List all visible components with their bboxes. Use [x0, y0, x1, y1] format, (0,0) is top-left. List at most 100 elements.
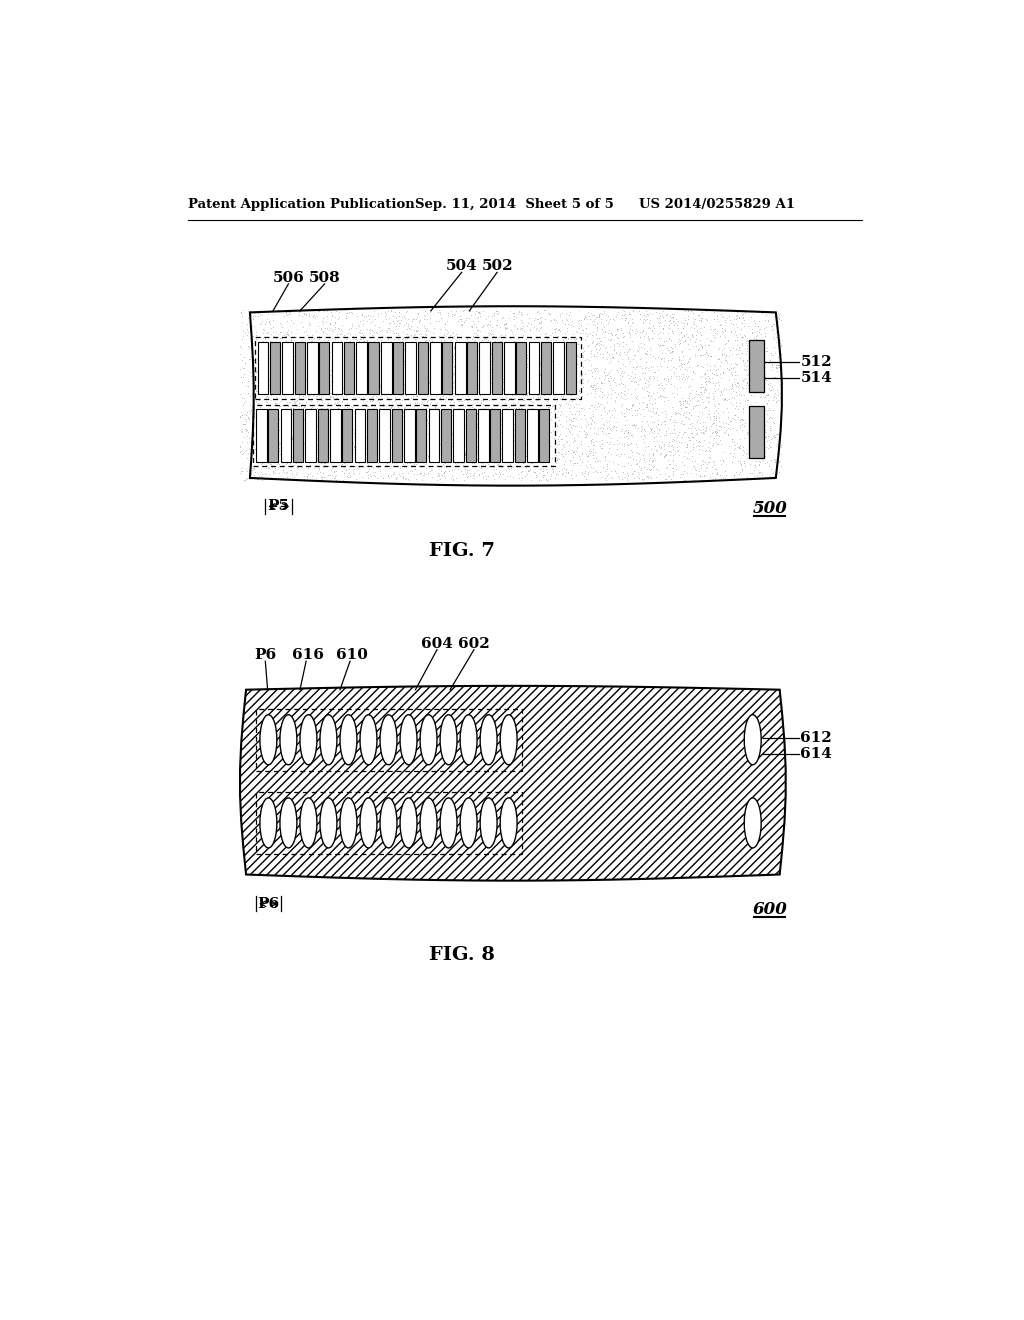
Point [642, 341, 658, 362]
Point [596, 360, 612, 381]
Point [462, 300, 478, 321]
Point [512, 318, 528, 339]
Point [639, 343, 655, 364]
Point [642, 400, 658, 421]
Point [545, 395, 561, 416]
Point [265, 321, 282, 342]
Point [343, 301, 359, 322]
Point [308, 438, 325, 459]
Point [394, 375, 411, 396]
Point [451, 426, 467, 447]
Point [692, 465, 709, 486]
Point [554, 438, 570, 459]
Point [595, 347, 611, 368]
Point [516, 333, 532, 354]
Point [698, 310, 715, 331]
Point [340, 374, 356, 395]
Point [333, 420, 349, 441]
Point [588, 459, 604, 480]
Point [689, 355, 706, 376]
Point [623, 366, 639, 387]
Point [314, 308, 331, 329]
Point [461, 380, 477, 401]
Point [418, 457, 434, 478]
Point [518, 433, 535, 454]
Point [444, 327, 461, 348]
Point [729, 384, 745, 405]
Point [466, 422, 482, 444]
Point [754, 447, 770, 469]
Point [386, 438, 402, 459]
Point [506, 418, 522, 440]
Point [594, 387, 610, 408]
Point [497, 414, 513, 436]
Point [260, 420, 276, 441]
Point [721, 360, 737, 381]
Point [613, 421, 630, 442]
Point [265, 309, 282, 330]
Point [490, 438, 507, 459]
Point [290, 417, 306, 438]
Point [691, 339, 708, 360]
Point [472, 421, 488, 442]
Point [371, 417, 387, 438]
Point [768, 392, 784, 413]
Point [710, 359, 726, 380]
Bar [455, 342, 466, 395]
Point [259, 368, 275, 389]
Point [679, 433, 695, 454]
Point [401, 317, 418, 338]
Point [255, 330, 271, 351]
Point [693, 310, 710, 331]
Point [734, 459, 751, 480]
Point [427, 385, 443, 407]
Point [659, 322, 676, 343]
Point [723, 321, 739, 342]
Point [731, 337, 748, 358]
Point [345, 438, 361, 459]
Point [734, 312, 751, 333]
Point [419, 445, 435, 466]
Point [504, 321, 520, 342]
Point [301, 350, 317, 371]
Point [406, 433, 422, 454]
Point [648, 425, 665, 446]
Point [416, 305, 432, 326]
Point [318, 411, 335, 432]
Point [341, 372, 357, 393]
Point [279, 451, 295, 473]
Point [367, 314, 383, 335]
Point [334, 391, 350, 412]
Point [725, 356, 741, 378]
Point [498, 313, 514, 334]
Point [270, 351, 287, 372]
Point [738, 350, 755, 371]
Point [643, 467, 659, 488]
Point [494, 366, 510, 387]
Point [291, 371, 307, 392]
Point [256, 440, 272, 461]
Point [472, 389, 488, 411]
Point [286, 411, 302, 432]
Point [763, 420, 779, 441]
Point [417, 330, 433, 351]
Point [517, 445, 534, 466]
Point [511, 362, 527, 383]
Point [620, 422, 636, 444]
Point [720, 469, 736, 490]
Point [710, 378, 726, 399]
Point [591, 334, 607, 355]
Point [264, 347, 281, 368]
Point [689, 304, 706, 325]
Point [667, 418, 683, 440]
Point [628, 371, 644, 392]
Point [705, 413, 721, 434]
Point [583, 354, 599, 375]
Point [301, 404, 317, 425]
Point [264, 462, 281, 483]
Point [509, 451, 525, 473]
Point [567, 414, 584, 436]
Point [753, 323, 769, 345]
Point [514, 319, 530, 341]
Point [298, 391, 314, 412]
